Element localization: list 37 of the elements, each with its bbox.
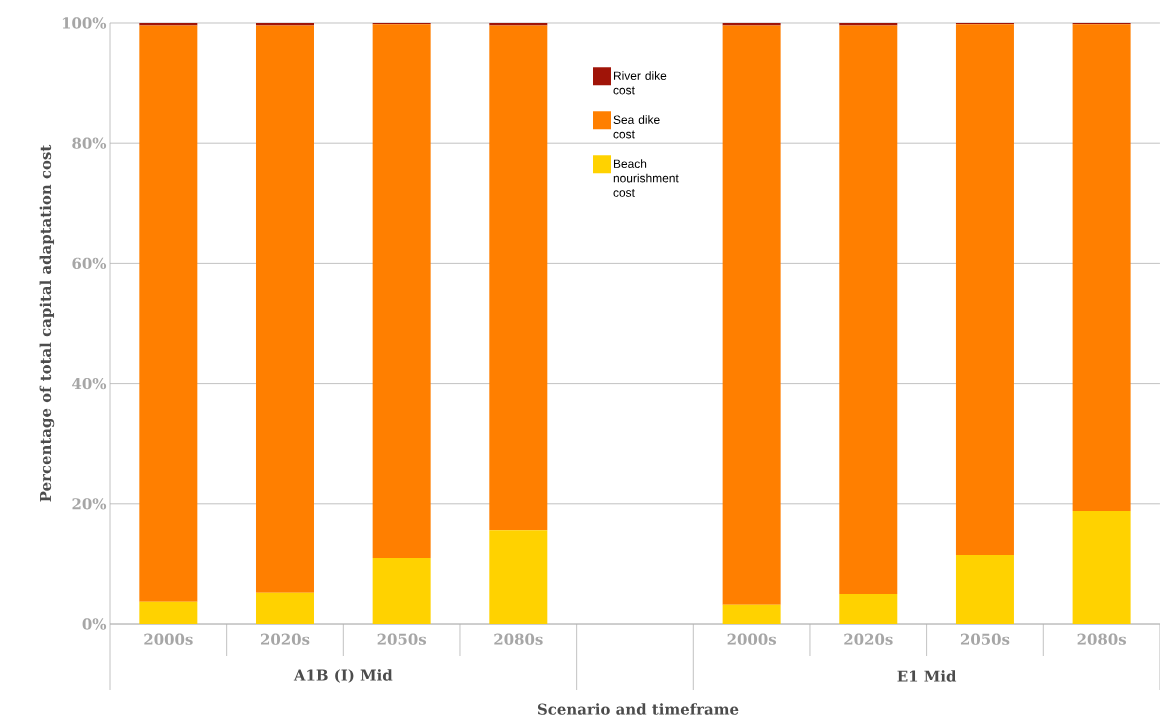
x-axis-title: Scenario and timeframe [537, 703, 739, 715]
x-tick-label: 2000s [727, 633, 777, 645]
bar [1072, 24, 1131, 512]
y-axis-title: Percentage of total capital adaptation cost [39, 144, 55, 502]
x-tick-label: 2020s [260, 633, 310, 645]
text: A1B (I) Mid [293, 669, 393, 683]
bar [955, 554, 1014, 624]
y-tick-label: 60% [72, 257, 107, 270]
bar [722, 604, 781, 624]
x-tick-label: 2020s [844, 633, 893, 645]
bar [255, 592, 314, 624]
bar [139, 601, 198, 624]
x-tick-label: 2050s [377, 633, 427, 645]
bar [255, 25, 314, 593]
bar [839, 593, 898, 624]
y-tick-label: 40% [72, 377, 107, 390]
legend-label: Sea dike cost [613, 115, 660, 139]
bar [489, 530, 548, 624]
bar [1072, 511, 1131, 624]
x-tick-label: 2080s [1077, 633, 1127, 645]
legend-label: River dike cost [613, 71, 667, 95]
x-tick-label: 2000s [144, 633, 193, 645]
x-tick-label: 2080s [494, 633, 543, 645]
text: E1 Mid [897, 670, 957, 682]
y-tick-label: 20% [72, 498, 107, 510]
bar [839, 25, 898, 594]
y-tick-label: 100% [62, 17, 107, 29]
bar [722, 25, 781, 605]
y-tick-label: 80% [72, 137, 107, 149]
bar [372, 557, 431, 624]
bar [372, 24, 431, 558]
bar [489, 25, 548, 531]
legend-label: Beach nourishment cost [613, 159, 679, 197]
y-tick-label: 0% [82, 618, 107, 630]
bar [955, 24, 1014, 555]
x-tick-label: 2050s [960, 633, 1010, 645]
bar [139, 25, 198, 602]
